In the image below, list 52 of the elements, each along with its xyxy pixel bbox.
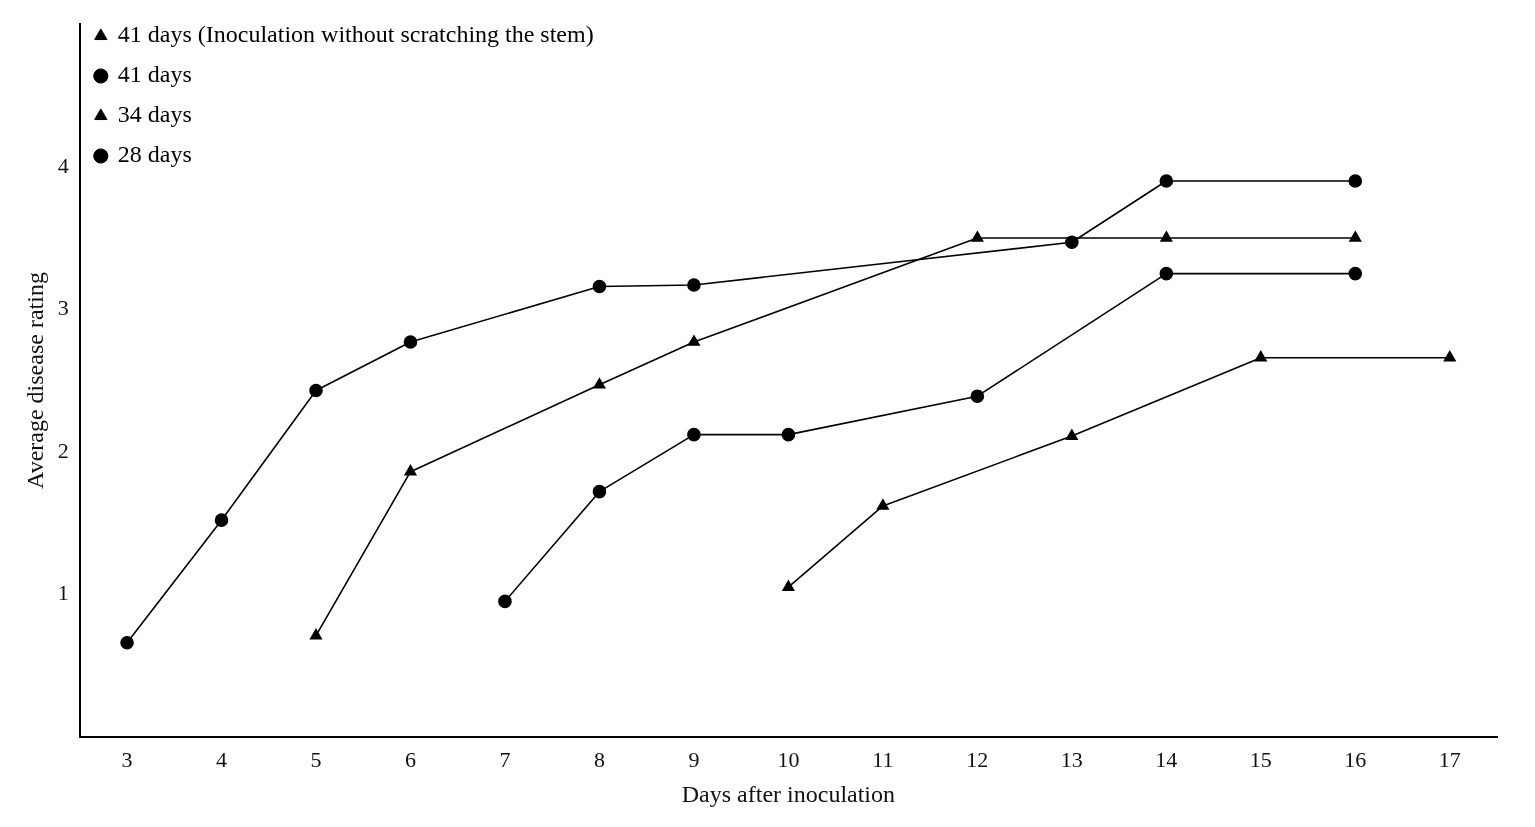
point — [310, 628, 322, 640]
x-tick-label: 8 — [593, 746, 605, 772]
x-tick-label: 14 — [1155, 746, 1178, 772]
point — [1254, 350, 1267, 362]
legend-label: 41 days — [117, 61, 192, 88]
point — [1348, 174, 1363, 188]
legend-label: 34 days — [117, 101, 192, 128]
point — [687, 278, 701, 292]
point — [687, 335, 700, 346]
point — [1065, 429, 1078, 440]
x-tick-label: 6 — [404, 746, 416, 772]
point — [781, 427, 796, 442]
y-tick-label: 3 — [57, 295, 69, 321]
point — [214, 513, 229, 527]
x-tick-label: 3 — [121, 746, 133, 772]
y-tick-label: 1 — [57, 580, 69, 606]
point — [1348, 266, 1363, 281]
x-tick-label: 15 — [1249, 746, 1272, 772]
point — [1160, 231, 1173, 242]
y-tick-label: 2 — [57, 437, 69, 463]
point — [403, 335, 418, 349]
point — [404, 464, 417, 476]
x-tick-label: 4 — [216, 746, 228, 772]
point — [593, 377, 606, 389]
point — [592, 484, 607, 499]
x-tick-label: 12 — [966, 746, 989, 772]
x-tick-label: 17 — [1438, 746, 1461, 772]
x-tick-label: 5 — [310, 746, 322, 772]
x-tick-label: 10 — [777, 746, 800, 772]
point — [1159, 174, 1174, 188]
point — [592, 279, 607, 294]
x-tick-label: 13 — [1060, 746, 1083, 772]
point — [971, 231, 984, 242]
point — [687, 427, 701, 442]
point — [1159, 266, 1174, 281]
point — [970, 389, 985, 403]
point — [782, 580, 795, 591]
point — [498, 594, 512, 609]
x-tick-label: 11 — [872, 746, 894, 772]
legend-label: 41 days (Inoculation without scratching the stem) — [117, 21, 594, 48]
y-axis-title: Average disease rating — [21, 272, 48, 489]
point — [1349, 231, 1362, 242]
point — [309, 383, 323, 398]
point — [876, 499, 889, 510]
legend-label: 28 days — [117, 141, 192, 168]
x-axis-title: Days after inoculation — [681, 780, 896, 807]
point — [120, 635, 134, 650]
x-tick-label: 16 — [1344, 746, 1367, 772]
x-tick-label: 7 — [499, 746, 511, 772]
point — [1443, 350, 1456, 362]
y-tick-label: 4 — [57, 152, 69, 178]
x-tick-label: 9 — [688, 746, 700, 772]
